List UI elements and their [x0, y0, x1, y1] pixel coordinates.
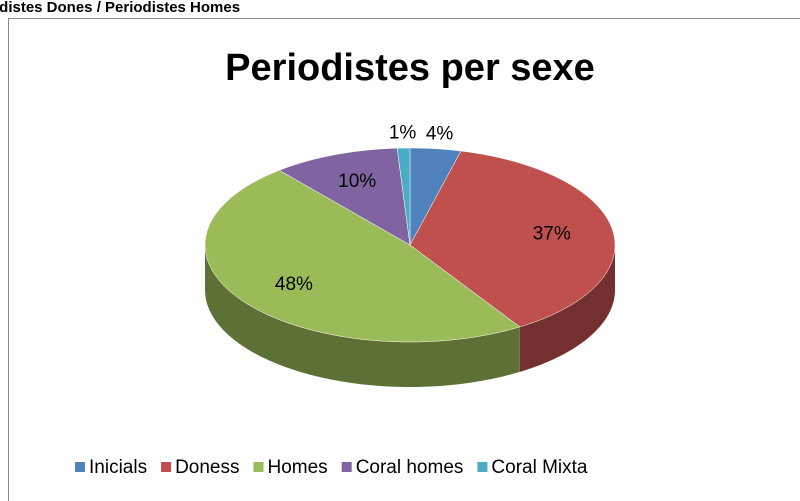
pie-slice-side	[519, 245, 615, 372]
legend-swatch	[477, 462, 488, 472]
pie-slice-side	[205, 245, 520, 387]
data-label: 37%	[533, 223, 571, 244]
sheet-header: odistes Dones / Periodistes Homes	[0, 0, 240, 16]
data-label: 10%	[338, 171, 376, 192]
legend-swatch	[341, 462, 352, 472]
legend-label: Coral Mixta	[491, 457, 588, 478]
data-label: 4%	[426, 123, 454, 144]
legend-label: Inicials	[89, 457, 147, 478]
legend-swatch	[75, 462, 85, 472]
legend-label: Homes	[268, 457, 328, 478]
legend-swatch	[253, 462, 264, 472]
chart-title: Periodistes per sexe	[225, 47, 595, 89]
legend-label: Coral homes	[356, 457, 464, 478]
legend-label: Doness	[175, 457, 239, 478]
data-label: 48%	[275, 274, 313, 295]
pie-slice	[204, 169, 521, 343]
pie-slice	[278, 147, 411, 246]
data-label: 1%	[389, 123, 417, 144]
pie-slice	[396, 147, 411, 246]
pie-slice	[409, 147, 462, 246]
legend-swatch	[161, 462, 172, 472]
